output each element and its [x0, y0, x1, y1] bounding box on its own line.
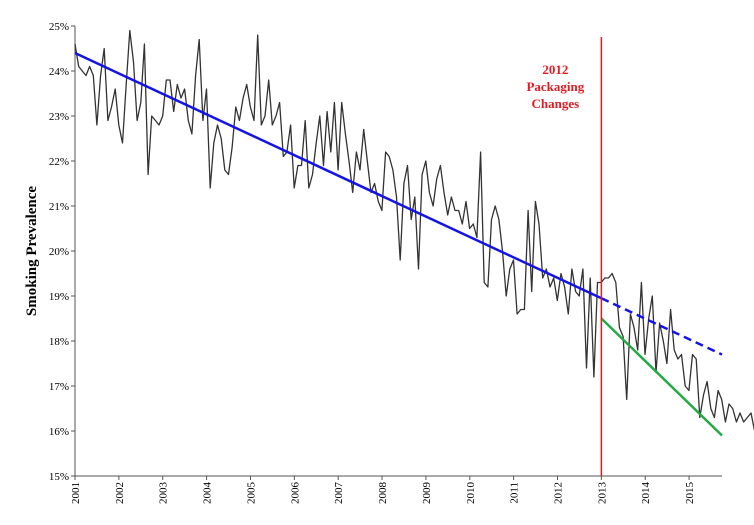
x-tick-label: 2010	[465, 482, 477, 505]
y-tick-label: 17%	[49, 381, 69, 393]
x-tick-label: 2008	[377, 482, 389, 505]
x-tick-label: 2013	[596, 482, 608, 505]
series-layer	[74, 29, 754, 437]
y-tick-label: 15%	[49, 471, 69, 483]
x-axis: 2001 2002 2003 2004 2005 2006 2007 2008 2009 2010…	[70, 475, 722, 505]
y-tick-label: 24%	[49, 66, 69, 78]
x-tick-label: 2003	[158, 482, 170, 505]
pre-trend-line	[74, 51, 602, 300]
y-tick-label: 19%	[49, 291, 69, 303]
y-axis-label: Smoking Prevalence	[24, 186, 40, 316]
y-tick-label: 22%	[49, 156, 69, 168]
x-tick-label: 2002	[114, 482, 126, 504]
x-tick-label: 2005	[245, 482, 257, 505]
post-trend-line	[600, 317, 723, 437]
x-tick-label: 2007	[333, 482, 345, 505]
projected-trend-line	[600, 297, 723, 356]
y-axis: 15% 16% 17% 18% 19% 20% 21% 22% 23% 24% 25%	[49, 21, 76, 483]
annotation-line-1: 2012	[542, 62, 568, 77]
annotation-line-3: Changes	[532, 96, 580, 111]
x-tick-label: 2012	[553, 482, 565, 504]
y-tick-label: 25%	[49, 21, 69, 33]
x-tick-label: 2009	[421, 482, 433, 505]
x-tick-label: 2001	[70, 482, 82, 504]
y-tick-label: 21%	[49, 201, 69, 213]
y-tick-label: 16%	[49, 426, 69, 438]
x-tick-label: 2014	[640, 482, 652, 505]
annotation-layer: 2012 Packaging Changes	[526, 37, 603, 476]
x-tick-label: 2004	[202, 482, 214, 505]
y-tick-label: 18%	[49, 336, 69, 348]
annotation-line-2: Packaging	[526, 79, 584, 94]
x-tick-label: 2011	[509, 482, 521, 504]
x-tick-label: 2006	[289, 482, 301, 505]
observed-line	[74, 29, 754, 432]
x-tick-label: 2015	[684, 482, 696, 505]
y-tick-label: 20%	[49, 246, 69, 258]
y-tick-label: 23%	[49, 111, 69, 123]
